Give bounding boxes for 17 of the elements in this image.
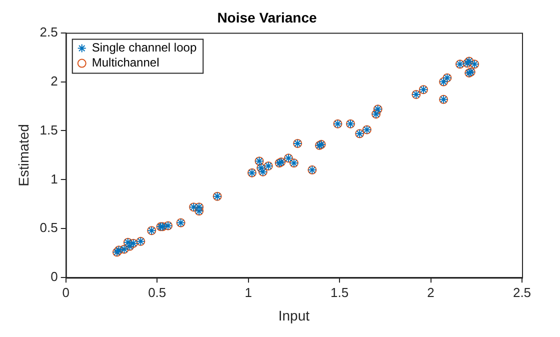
legend-label: Multichannel (92, 56, 160, 70)
y-tick-label: 1 (50, 171, 58, 186)
x-tick-label: 0.5 (148, 284, 166, 300)
x-tick-label: 1 (244, 284, 252, 300)
x-tick-label: 1.5 (330, 284, 349, 300)
y-tick-label: 2.5 (40, 24, 58, 40)
legend-label: Single channel loop (92, 40, 197, 55)
y-tick-label: 0 (50, 269, 58, 284)
x-tick-label: 0 (62, 284, 70, 300)
y-axis-title: Estimated (15, 124, 32, 186)
x-axis-title: Input (278, 307, 310, 324)
x-tick-label: 2.5 (512, 284, 532, 300)
chart-title: Noise Variance (217, 9, 318, 26)
y-tick-label: 1.5 (40, 122, 58, 138)
x-tick-label: 2 (427, 284, 434, 300)
y-tick-label: 2 (50, 73, 58, 88)
y-tick-label: 0.5 (40, 220, 58, 236)
